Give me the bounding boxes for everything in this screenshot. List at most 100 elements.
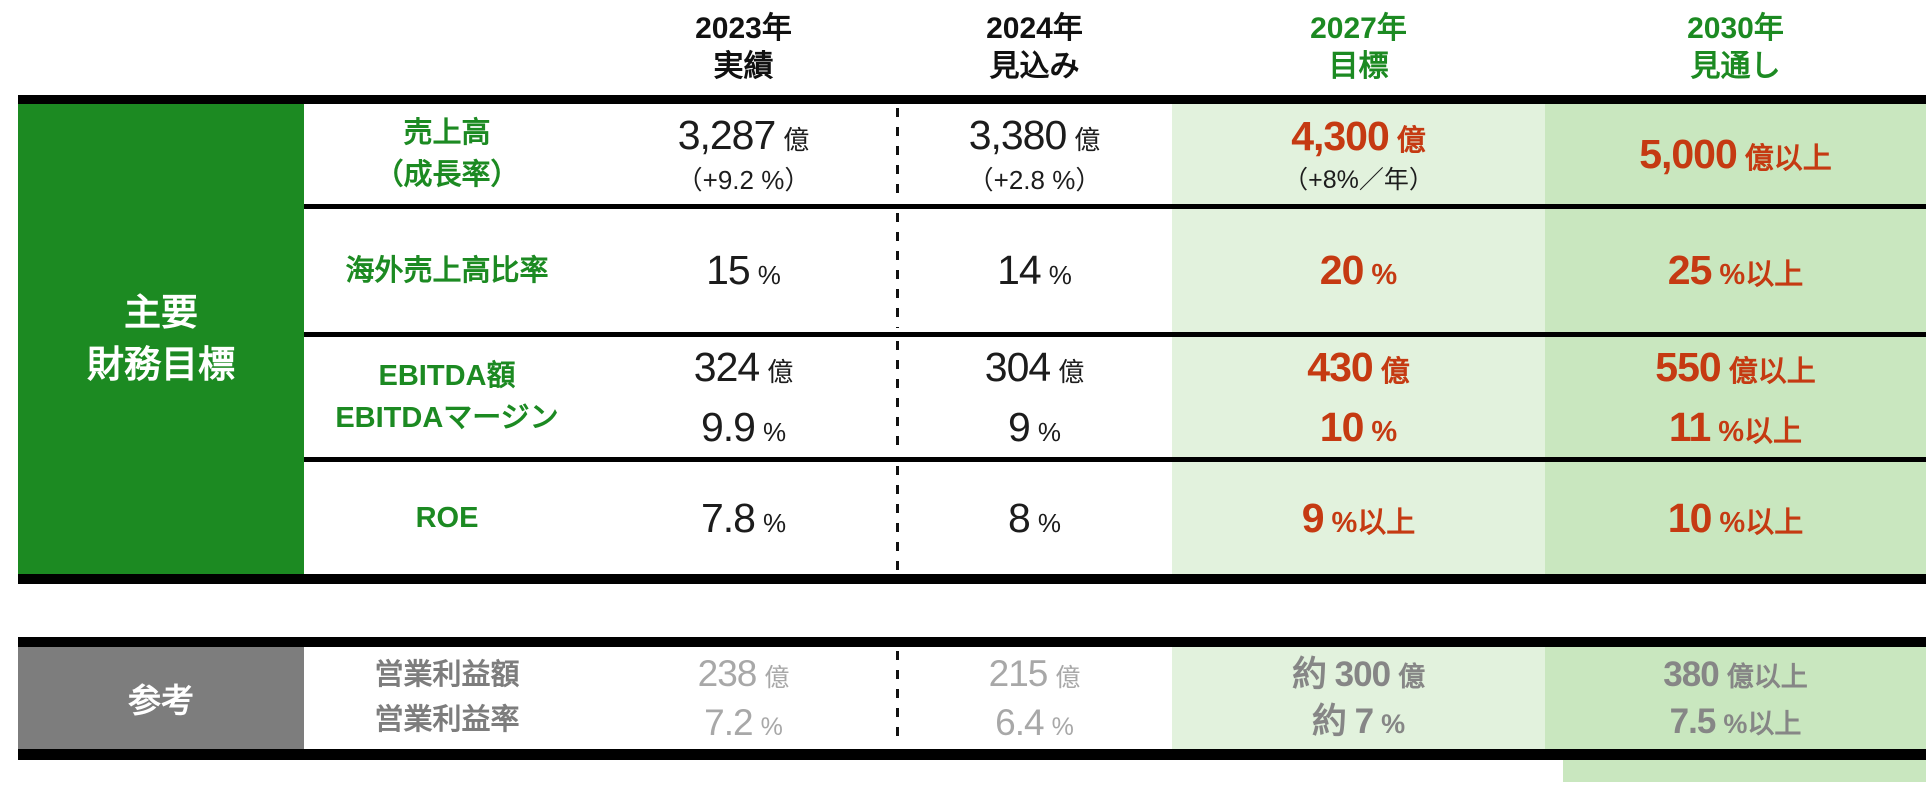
unit: % [1371,415,1398,448]
header-col-2023: 2023年 実績 [590,10,897,95]
value: 8 [1008,494,1031,541]
value: 9 [1008,403,1031,450]
cell-roe-2027: 9 %以上 [1172,457,1545,574]
cell-sales-2023: 3,287 億 （+9.2 %） [590,104,897,204]
row-label-sales: 売上高 （成長率） [374,117,520,191]
header-kind: 見込み [989,50,1080,83]
header-kind: 目標 [1328,50,1389,83]
unit: 億以上 [1744,142,1832,175]
cell-ebitda-2023: 324 億 9.9% [590,332,897,457]
header-kind: 見通し [1690,50,1781,83]
reference-label: 参考 [128,682,194,719]
reference-table: 参考 営業利益額 営業利益率 238 億 7.2% 215 億 6.4% 約 300… [18,637,1926,760]
unit: % [762,416,787,447]
growth-rate: （+9.2 %） [676,165,811,195]
value: 304 [984,343,1051,390]
value: 3,380 [968,112,1068,158]
cell-overseas-2024: 14% [896,204,1172,332]
cell-roe-2030: 10 %以上 [1545,457,1926,574]
growth-rate: （+8%／年） [1283,165,1434,194]
value: 4,300 [1291,112,1390,159]
value: 5,000 [1639,130,1738,177]
value: 25 [1667,247,1713,293]
unit: 億 [1055,664,1081,692]
unit: %以上 [1719,259,1804,291]
unit: 億 [783,125,810,155]
cell-ebitda-2024: 304 億 9% [896,332,1172,457]
value: 324 [693,343,760,390]
unit: %以上 [1719,506,1804,539]
header-col-2030: 2030年 見通し [1545,10,1926,95]
cell-op-2023: 238 億 7.2% [590,647,897,749]
value: 430 [1307,343,1373,390]
header-col-2024: 2024年 見込み [897,10,1172,95]
row-label-ebitda: EBITDA額 EBITDAマージン [304,332,590,457]
value: 550 [1655,343,1721,390]
unit: 億 [1380,355,1410,388]
value: 約 7 [1311,702,1374,741]
growth-rate: （+2.8 %） [967,165,1102,195]
cell-roe-2024: 8% [896,457,1172,574]
value: 15 [706,247,751,293]
value: 11 [1668,403,1711,450]
unit: 億 [767,356,794,387]
cell-sales-2030: 5,000 億以上 [1545,104,1926,204]
value: 380 [1663,655,1719,694]
unit: 億 [764,664,790,692]
unit: 億 [1398,662,1426,692]
unit: % [1381,709,1406,739]
unit: % [1037,507,1061,538]
unit: 億以上 [1728,355,1816,388]
value: 20 [1319,247,1365,293]
main-kpi-table: 主要 財務目標 売上高 （成長率） 3,287 億 （+9.2 %） 3,380 億… [18,95,1926,584]
row-label-operating-profit: 営業利益額 営業利益率 [374,659,520,736]
header-year: 2027年 [1310,12,1407,45]
unit: %以上 [1723,709,1802,739]
unit: %以上 [1331,506,1416,539]
reference-label-block: 参考 [18,647,304,749]
value: 7.5 [1669,702,1717,741]
unit: 億以上 [1726,662,1808,692]
unit: % [757,260,781,290]
value: 238 [697,653,758,694]
value: 10 [1667,494,1713,541]
value: 9 [1301,494,1325,541]
header-year: 2024年 [986,12,1083,45]
unit: % [1037,416,1061,447]
value: 約 300 [1291,655,1391,694]
cell-sales-2024: 3,380 億 （+2.8 %） [896,104,1172,204]
cell-overseas-2023: 15% [590,204,897,332]
unit: %以上 [1718,415,1803,448]
cell-ebitda-2027: 430 億 10% [1172,332,1545,457]
unit: 億 [1058,356,1085,387]
value: 3,287 [677,112,777,158]
value: 10 [1319,403,1365,450]
header-col-2027: 2027年 目標 [1172,10,1545,95]
value: 7.2 [704,702,753,743]
unit: % [1048,260,1072,290]
cell-op-2030: 380 億以上 7.5 %以上 [1545,647,1926,749]
group-label-line: 主要 [124,292,198,333]
unit: % [1371,259,1398,291]
unit: 億 [1396,124,1426,157]
unit: % [762,507,787,538]
unit: % [1051,713,1074,741]
cell-ebitda-2030: 550 億以上 11 %以上 [1545,332,1926,457]
row-label-roe: ROE [304,457,590,574]
cell-op-2027: 約 300 億 約 7% [1172,647,1545,749]
header-year: 2030年 [1687,12,1784,45]
group-label-line: 財務目標 [87,344,235,385]
value: 6.4 [995,702,1044,743]
green-column-bleed [1563,760,1926,782]
cell-overseas-2027: 20% [1172,204,1545,332]
value: 215 [988,653,1049,694]
value: 7.8 [700,494,756,541]
unit: % [760,713,783,741]
cell-sales-2027: 4,300 億 （+8%／年） [1172,104,1545,204]
cell-roe-2023: 7.8% [590,457,897,574]
column-headers: 2023年 実績 2024年 見込み 2027年 目標 2030年 見通し [18,0,1926,95]
value: 9.9 [700,403,756,450]
header-kind: 実績 [713,50,774,83]
value: 14 [997,247,1042,293]
